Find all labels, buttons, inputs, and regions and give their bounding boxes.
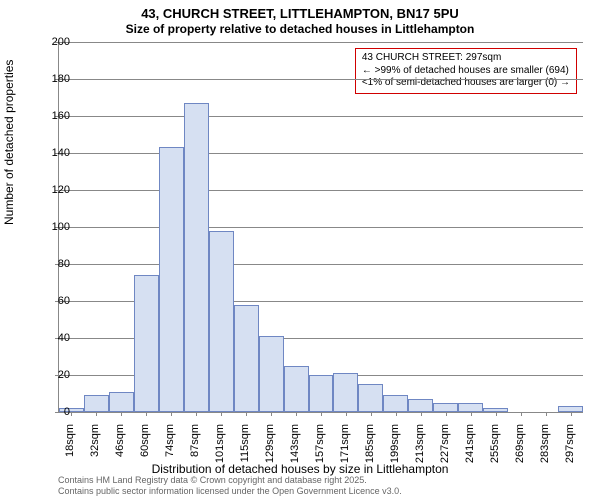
- x-tick-mark: [171, 412, 172, 416]
- x-tick-mark: [296, 412, 297, 416]
- x-tick-label: 241sqm: [464, 424, 476, 472]
- x-tick-label: 199sqm: [389, 424, 401, 472]
- y-tick-label: 160: [32, 110, 70, 122]
- histogram-bar: [84, 395, 109, 412]
- y-tick-label: 60: [32, 295, 70, 307]
- x-tick-mark: [446, 412, 447, 416]
- grid-line: [59, 153, 583, 154]
- callout-line-2: ← >99% of detached houses are smaller (6…: [362, 65, 570, 78]
- histogram-bar: [134, 275, 159, 412]
- x-tick-mark: [246, 412, 247, 416]
- grid-line: [59, 227, 583, 228]
- histogram-bar: [358, 384, 383, 412]
- x-tick-mark: [571, 412, 572, 416]
- x-tick-label: 101sqm: [214, 424, 226, 472]
- x-tick-mark: [371, 412, 372, 416]
- y-tick-label: 120: [32, 184, 70, 196]
- grid-line: [59, 190, 583, 191]
- x-tick-label: 213sqm: [414, 424, 426, 472]
- x-tick-label: 157sqm: [314, 424, 326, 472]
- histogram-bar: [433, 403, 458, 412]
- x-tick-mark: [71, 412, 72, 416]
- y-axis-label: Number of detached properties: [2, 60, 16, 225]
- x-tick-mark: [321, 412, 322, 416]
- x-tick-mark: [496, 412, 497, 416]
- histogram-bar: [259, 336, 284, 412]
- histogram-bar: [309, 375, 334, 412]
- histogram-bar: [383, 395, 408, 412]
- x-tick-mark: [221, 412, 222, 416]
- x-tick-label: 269sqm: [514, 424, 526, 472]
- y-tick-label: 20: [32, 369, 70, 381]
- x-tick-mark: [471, 412, 472, 416]
- x-tick-label: 185sqm: [364, 424, 376, 472]
- x-tick-label: 171sqm: [339, 424, 351, 472]
- x-tick-mark: [396, 412, 397, 416]
- x-tick-label: 87sqm: [189, 424, 201, 472]
- x-tick-label: 143sqm: [289, 424, 301, 472]
- x-tick-mark: [146, 412, 147, 416]
- x-tick-label: 227sqm: [439, 424, 451, 472]
- histogram-bar: [209, 231, 234, 412]
- histogram-bar: [284, 366, 309, 412]
- histogram-bar: [234, 305, 259, 412]
- x-tick-label: 255sqm: [489, 424, 501, 472]
- x-tick-mark: [421, 412, 422, 416]
- y-tick-label: 180: [32, 73, 70, 85]
- x-tick-label: 32sqm: [89, 424, 101, 472]
- grid-line: [59, 42, 583, 43]
- y-tick-label: 140: [32, 147, 70, 159]
- chart-title-sub: Size of property relative to detached ho…: [0, 22, 600, 36]
- callout-box: 43 CHURCH STREET: 297sqm ← >99% of detac…: [355, 48, 577, 94]
- histogram-bar: [408, 399, 433, 412]
- y-tick-label: 100: [32, 221, 70, 233]
- histogram-bar: [333, 373, 358, 412]
- x-tick-label: 60sqm: [139, 424, 151, 472]
- footer-note: Contains HM Land Registry data © Crown c…: [58, 475, 402, 497]
- x-tick-mark: [546, 412, 547, 416]
- footer-line-1: Contains HM Land Registry data © Crown c…: [58, 475, 402, 486]
- x-tick-mark: [271, 412, 272, 416]
- histogram-chart: 43, CHURCH STREET, LITTLEHAMPTON, BN17 5…: [0, 0, 600, 500]
- grid-line: [59, 79, 583, 80]
- histogram-bar: [184, 103, 209, 412]
- x-tick-label: 46sqm: [114, 424, 126, 472]
- y-tick-label: 80: [32, 258, 70, 270]
- x-tick-mark: [121, 412, 122, 416]
- y-tick-label: 0: [32, 406, 70, 418]
- histogram-bar: [109, 392, 134, 412]
- chart-title-main: 43, CHURCH STREET, LITTLEHAMPTON, BN17 5…: [0, 6, 600, 21]
- y-tick-label: 40: [32, 332, 70, 344]
- x-tick-label: 283sqm: [539, 424, 551, 472]
- histogram-bar: [458, 403, 483, 412]
- x-tick-label: 74sqm: [164, 424, 176, 472]
- y-tick-label: 200: [32, 36, 70, 48]
- plot-area: 43 CHURCH STREET: 297sqm ← >99% of detac…: [58, 42, 583, 413]
- histogram-bar: [159, 147, 184, 412]
- x-tick-label: 129sqm: [264, 424, 276, 472]
- x-tick-mark: [346, 412, 347, 416]
- x-tick-label: 115sqm: [239, 424, 251, 472]
- footer-line-2: Contains public sector information licen…: [58, 486, 402, 497]
- grid-line: [59, 264, 583, 265]
- x-tick-label: 18sqm: [64, 424, 76, 472]
- grid-line: [59, 116, 583, 117]
- callout-line-1: 43 CHURCH STREET: 297sqm: [362, 52, 570, 65]
- x-tick-label: 297sqm: [564, 424, 576, 472]
- x-tick-mark: [196, 412, 197, 416]
- x-tick-mark: [96, 412, 97, 416]
- x-tick-mark: [521, 412, 522, 416]
